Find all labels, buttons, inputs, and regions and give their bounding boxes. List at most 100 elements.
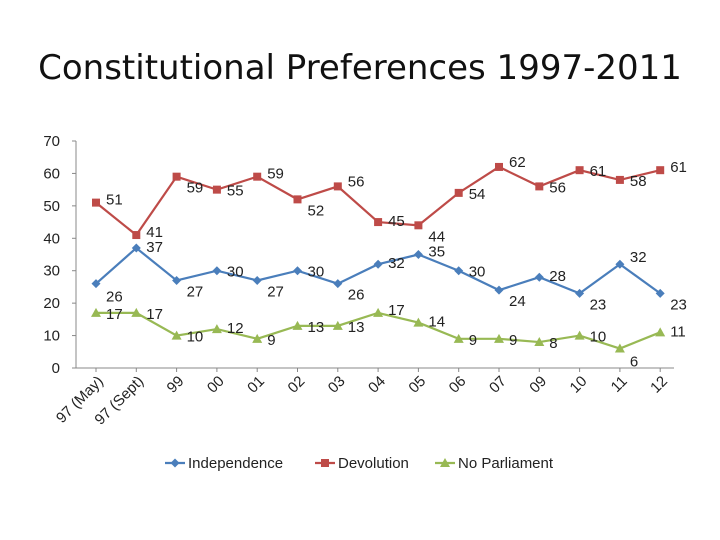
- x-tick-label: 04: [365, 373, 389, 397]
- legend-marker: [440, 458, 450, 467]
- x-tick-label: 12: [647, 373, 671, 397]
- data-point: [615, 259, 625, 269]
- legend-label: Independence: [188, 455, 283, 472]
- data-label: 30: [308, 264, 325, 281]
- data-label: 10: [187, 329, 204, 346]
- data-point: [91, 307, 101, 317]
- series-markers: [91, 162, 666, 353]
- data-point: [575, 166, 584, 175]
- data-label: 26: [348, 287, 365, 304]
- data-point: [212, 185, 221, 194]
- data-point: [172, 275, 182, 285]
- data-point: [453, 333, 464, 343]
- data-point: [575, 288, 585, 298]
- data-label: 28: [549, 268, 566, 285]
- data-label: 58: [630, 173, 647, 190]
- data-label: 59: [187, 180, 204, 197]
- y-tick-label: 30: [43, 263, 60, 280]
- data-point: [131, 243, 141, 253]
- data-label: 56: [348, 173, 365, 190]
- data-point: [252, 275, 262, 285]
- y-tick-label: 40: [43, 230, 60, 247]
- data-label: 55: [227, 183, 244, 200]
- series-lines: [95, 165, 661, 350]
- data-label: 17: [388, 302, 405, 319]
- data-label: 37: [146, 239, 163, 256]
- legend: Independence Devolution No Parliament: [165, 455, 554, 472]
- data-label: 9: [469, 332, 477, 349]
- chart-title: Constitutional Preferences 1997-2011: [38, 48, 682, 88]
- data-point: [373, 307, 384, 317]
- legend-label: Devolution: [338, 455, 409, 472]
- y-tick-label: 50: [43, 198, 60, 215]
- data-label: 6: [630, 354, 638, 371]
- data-point: [655, 327, 666, 337]
- x-tick-label: 01: [244, 373, 268, 397]
- data-label: 54: [469, 186, 486, 203]
- data-label: 24: [509, 293, 526, 310]
- x-tick-label: 09: [526, 373, 550, 397]
- data-point: [293, 195, 302, 204]
- data-point: [332, 320, 343, 330]
- x-tick-label: 06: [446, 373, 470, 397]
- data-label: 44: [428, 228, 445, 245]
- data-point: [494, 333, 504, 343]
- data-label: 52: [308, 202, 325, 219]
- data-label: 26: [106, 289, 123, 306]
- data-point: [413, 250, 423, 259]
- data-label: 30: [469, 264, 486, 281]
- data-point: [253, 172, 262, 181]
- legend-label: No Parliament: [458, 455, 554, 472]
- data-point: [614, 343, 625, 353]
- data-point: [293, 266, 302, 276]
- data-label: 30: [227, 264, 244, 281]
- data-label: 17: [106, 306, 123, 323]
- x-tick-label: 99: [164, 373, 188, 397]
- data-label: 27: [187, 283, 204, 300]
- series-line: [96, 311, 661, 350]
- data-label: 11: [670, 323, 686, 340]
- data-label: 61: [590, 163, 607, 180]
- data-label: 13: [308, 319, 325, 336]
- data-point: [333, 182, 342, 191]
- data-label: 32: [630, 249, 647, 266]
- x-tick-label: 02: [285, 373, 309, 397]
- data-labels: 26 37 27 30 27 30 26 32 35 30 24 28 23 32 23 51 41 59 55 59…: [106, 154, 687, 371]
- data-point: [615, 175, 624, 184]
- y-tick-label: 60: [43, 165, 60, 182]
- y-tick-label: 10: [43, 328, 60, 345]
- data-point: [534, 337, 545, 347]
- legend-marker: [321, 459, 329, 467]
- data-point: [495, 162, 503, 171]
- data-label: 45: [388, 213, 405, 230]
- data-label: 59: [267, 166, 284, 183]
- data-label: 35: [428, 244, 445, 261]
- data-point: [454, 266, 464, 276]
- data-point: [131, 307, 142, 317]
- data-point: [656, 166, 665, 175]
- data-point: [413, 317, 424, 327]
- data-point: [211, 324, 222, 334]
- y-tick-label: 70: [43, 133, 60, 150]
- data-point: [494, 285, 504, 295]
- data-label: 14: [428, 314, 445, 331]
- data-point: [373, 259, 383, 269]
- data-label: 51: [106, 192, 123, 209]
- x-tick-label: 07: [486, 373, 510, 397]
- data-point: [333, 279, 343, 289]
- data-label: 12: [227, 320, 244, 337]
- data-label: 23: [590, 296, 607, 313]
- data-label: 41: [146, 224, 163, 241]
- data-point: [574, 330, 585, 340]
- x-tick-label: 10: [567, 373, 591, 397]
- data-point: [212, 266, 222, 276]
- data-point: [132, 231, 141, 240]
- data-label: 23: [670, 296, 687, 313]
- data-label: 27: [267, 283, 284, 300]
- data-point: [374, 218, 383, 227]
- data-label: 9: [509, 332, 517, 349]
- data-point: [414, 221, 423, 230]
- x-tick-label: 11: [608, 373, 631, 396]
- data-label: 62: [509, 154, 526, 171]
